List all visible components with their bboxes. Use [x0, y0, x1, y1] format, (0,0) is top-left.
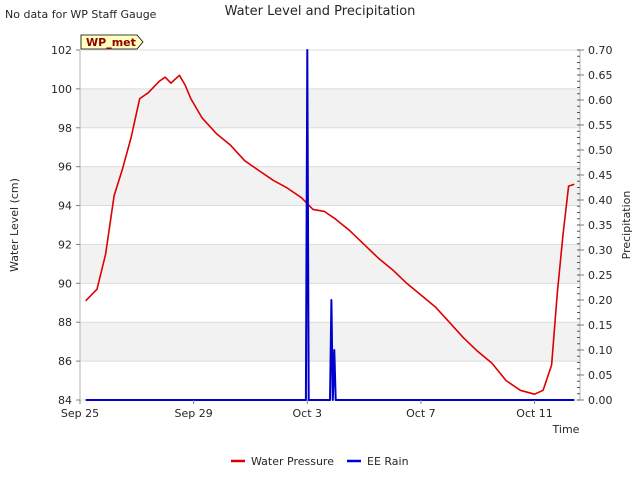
no-data-note: No data for WP Staff Gauge — [5, 8, 157, 21]
y2-axis-label: Precipitation — [620, 191, 633, 260]
y-tick-label: 102 — [51, 44, 72, 57]
y2-tick-label: 0.15 — [588, 319, 613, 332]
legend-water-pressure: Water Pressure — [251, 455, 334, 468]
station-badge: WP_met — [80, 34, 144, 50]
legend-ee-rain: EE Rain — [367, 455, 409, 468]
water-pressure-line — [85, 74, 575, 396]
x-tick-label: Sep 29 — [175, 407, 213, 420]
y2-tick-label: 0.60 — [588, 94, 613, 107]
y2-tick-label: 0.70 — [588, 44, 613, 57]
y2-tick-label: 0.00 — [588, 394, 613, 407]
x-tick-label: Oct 7 — [406, 407, 436, 420]
grid-band — [80, 244, 580, 284]
y-tick-label: 98 — [58, 122, 72, 135]
station-badge-label: WP_met — [86, 36, 136, 49]
x-tick-label: Sep 25 — [61, 407, 99, 420]
chart-title: Water Level and Precipitation — [225, 4, 416, 19]
y-tick-label: 84 — [58, 394, 72, 407]
y2-tick-label: 0.05 — [588, 369, 613, 382]
x-tick-label: Oct 3 — [293, 407, 323, 420]
y2-tick-label: 0.50 — [588, 144, 613, 157]
legend: Water Pressure EE Rain — [231, 455, 409, 468]
y-tick-label: 90 — [58, 277, 72, 290]
y-tick-label: 88 — [58, 316, 72, 329]
y2-tick-label: 0.55 — [588, 119, 613, 132]
y2-tick-label: 0.40 — [588, 194, 613, 207]
grid-band — [80, 88, 580, 128]
y2-tick-label: 0.65 — [588, 69, 613, 82]
y-axis-label: Water Level (cm) — [8, 178, 21, 272]
y-tick-label: 86 — [58, 355, 72, 368]
x-tick-label: Oct 11 — [516, 407, 553, 420]
y2-tick-label: 0.20 — [588, 294, 613, 307]
ee-rain-line — [85, 49, 575, 401]
y2-tick-label: 0.35 — [588, 219, 613, 232]
y2-tick-label: 0.45 — [588, 169, 613, 182]
y2-tick-label: 0.30 — [588, 244, 613, 257]
y2-tick-label: 0.10 — [588, 344, 613, 357]
x-axis-label: Time — [552, 423, 580, 436]
y-tick-label: 92 — [58, 238, 72, 251]
grid-band — [80, 166, 580, 206]
y-tick-label: 96 — [58, 161, 72, 174]
y-tick-label: 100 — [51, 83, 72, 96]
y2-tick-label: 0.25 — [588, 269, 613, 282]
y-tick-label: 94 — [58, 200, 72, 213]
